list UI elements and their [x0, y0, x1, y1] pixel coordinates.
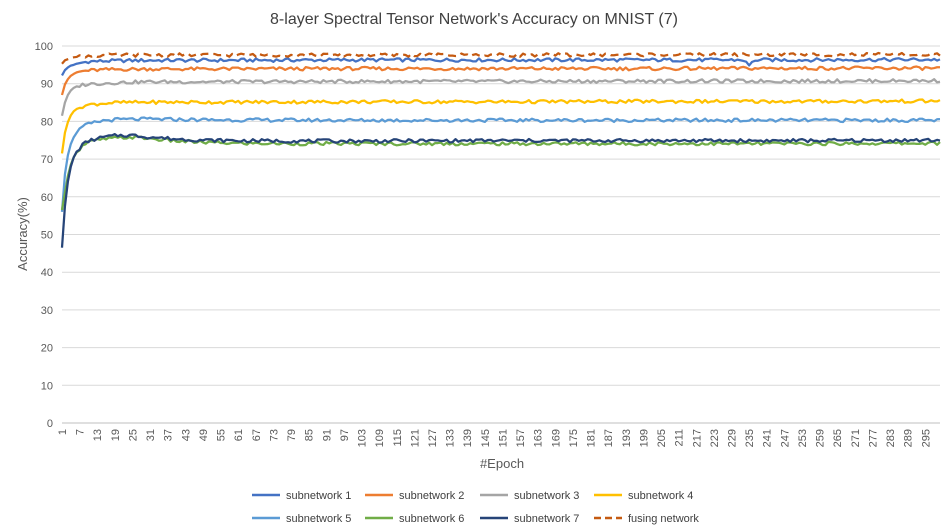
legend-item: subnetwork 1 — [252, 490, 351, 502]
x-tick-label: 205 — [656, 429, 668, 447]
x-tick-label: 67 — [251, 429, 263, 441]
x-tick-label: 211 — [674, 429, 686, 447]
legend-label: subnetwork 2 — [399, 490, 464, 502]
x-tick-label: 295 — [920, 429, 932, 447]
x-tick-label: 79 — [286, 429, 298, 441]
x-tick-label: 175 — [568, 429, 580, 447]
x-tick-label: 235 — [744, 429, 756, 447]
x-tick-label: 229 — [727, 429, 739, 447]
legend-label: subnetwork 3 — [514, 490, 579, 502]
y-tick-label: 30 — [41, 305, 53, 317]
x-tick-label: 187 — [603, 429, 615, 447]
x-tick-label: 199 — [638, 429, 650, 447]
series-line-8 — [61, 51, 941, 65]
y-tick-label: 100 — [35, 41, 53, 53]
x-tick-label: 1 — [57, 429, 69, 435]
x-tick-label: 223 — [709, 429, 721, 447]
x-tick-label: 37 — [163, 429, 175, 441]
y-axis-ticks: 0 10 20 30 40 50 60 70 80 90 100 — [35, 41, 53, 430]
x-tick-label: 133 — [445, 429, 457, 447]
series-line-1 — [61, 56, 941, 76]
y-tick-label: 50 — [41, 230, 53, 242]
series-line-7 — [60, 132, 941, 248]
series-line-4 — [60, 98, 941, 154]
x-tick-label: 43 — [180, 429, 192, 441]
y-tick-label: 0 — [47, 418, 53, 430]
x-tick-label: 265 — [832, 429, 844, 447]
x-tick-label: 49 — [198, 429, 210, 441]
x-tick-label: 277 — [867, 429, 879, 447]
legend-item: subnetwork 7 — [480, 513, 579, 525]
x-tick-label: 289 — [903, 429, 915, 447]
x-tick-label: 259 — [815, 429, 827, 447]
x-tick-label: 55 — [216, 429, 228, 441]
legend-item: subnetwork 4 — [594, 490, 693, 502]
x-tick-label: 241 — [762, 429, 774, 447]
y-axis-title: Accuracy(%) — [15, 197, 30, 271]
chart-title: 8-layer Spectral Tensor Network's Accura… — [270, 11, 678, 28]
x-tick-label: 109 — [374, 429, 386, 447]
x-tick-label: 115 — [392, 429, 404, 447]
x-tick-label: 151 — [497, 429, 509, 447]
x-tick-label: 31 — [145, 429, 157, 441]
legend-label: subnetwork 1 — [286, 490, 351, 502]
x-tick-label: 13 — [92, 429, 104, 441]
legend-item: subnetwork 3 — [480, 490, 579, 502]
x-tick-label: 145 — [480, 429, 492, 447]
y-tick-label: 60 — [41, 192, 53, 204]
series-line-5 — [60, 116, 941, 212]
x-tick-label: 157 — [515, 429, 527, 447]
legend-item: subnetwork 5 — [252, 513, 351, 525]
y-tick-label: 90 — [41, 79, 53, 91]
legend: subnetwork 1 subnetwork 2 subnetwork 3 subn… — [252, 490, 699, 525]
series-line-2 — [60, 65, 941, 96]
gridlines — [62, 45, 940, 424]
x-tick-label: 253 — [797, 429, 809, 447]
x-tick-label: 169 — [550, 429, 562, 447]
series-line-3 — [60, 78, 941, 116]
x-tick-label: 217 — [691, 429, 703, 447]
x-axis-ticks: 1 7 13 19 25 31 37 43 49 55 61 67 73 79 85 91 97 103 109 11… — [57, 422, 940, 447]
legend-label: subnetwork 4 — [628, 490, 693, 502]
x-tick-label: 193 — [621, 429, 633, 447]
x-tick-label: 181 — [586, 429, 598, 447]
y-tick-label: 40 — [41, 267, 53, 279]
y-tick-label: 20 — [41, 343, 53, 355]
x-tick-label: 91 — [321, 429, 333, 441]
x-tick-label: 121 — [409, 429, 421, 447]
legend-label: fusing network — [628, 513, 699, 525]
x-tick-label: 73 — [268, 429, 280, 441]
x-tick-label: 61 — [233, 429, 245, 441]
series-line-6 — [60, 134, 941, 211]
series-lines — [60, 51, 941, 248]
legend-item: subnetwork 2 — [365, 490, 464, 502]
legend-item: fusing network — [594, 513, 699, 525]
legend-label: subnetwork 5 — [286, 513, 351, 525]
x-tick-label: 103 — [357, 429, 369, 447]
x-tick-label: 127 — [427, 429, 439, 447]
x-tick-label: 271 — [850, 429, 862, 447]
y-tick-label: 70 — [41, 154, 53, 166]
x-tick-label: 85 — [304, 429, 316, 441]
x-tick-label: 25 — [127, 429, 139, 441]
x-tick-label: 247 — [779, 429, 791, 447]
x-tick-label: 163 — [533, 429, 545, 447]
x-tick-label: 139 — [462, 429, 474, 447]
y-tick-label: 80 — [41, 116, 53, 128]
x-tick-label: 283 — [885, 429, 897, 447]
legend-label: subnetwork 6 — [399, 513, 464, 525]
x-axis-title: #Epoch — [480, 456, 524, 471]
legend-item: subnetwork 6 — [365, 513, 464, 525]
x-tick-label: 7 — [75, 429, 87, 435]
y-tick-label: 10 — [41, 380, 53, 392]
x-tick-label: 97 — [339, 429, 351, 441]
x-tick-label: 19 — [110, 429, 122, 441]
legend-label: subnetwork 7 — [514, 513, 579, 525]
